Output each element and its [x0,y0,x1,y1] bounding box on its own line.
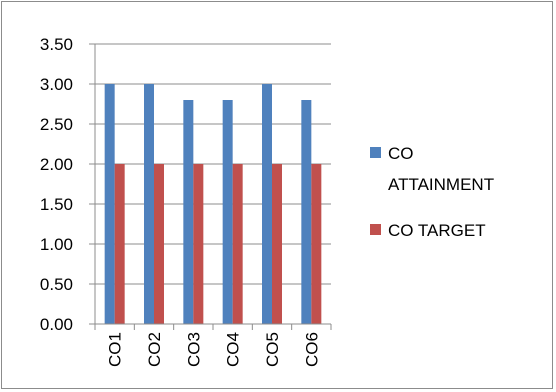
bar-co-target-co6 [311,164,322,324]
bar-co-target-co1 [114,164,125,324]
bar-co-target-co3 [193,164,204,324]
bar-co-attainment-co2 [144,84,154,324]
bar-co-attainment-co4 [222,100,233,324]
y-tick-label: 2.00 [40,155,73,174]
legend-label-co-attainment-line1: CO [388,144,414,163]
x-tick-labels: CO1 CO2 CO3 CO4 CO5 CO6 [106,332,322,367]
grid-lines [95,43,331,285]
bar-co-attainment-co6 [301,100,312,324]
legend: CO ATTAINMENT CO TARGET [370,144,494,240]
y-tick-label: 1.50 [40,195,73,214]
x-tick-label: CO1 [106,332,125,367]
y-tick-label: 0.50 [40,275,73,294]
axes [89,43,332,330]
bars-group [104,84,322,324]
y-tick-labels: 0.00 0.50 1.00 1.50 2.00 2.50 3.00 3.50 [40,35,73,334]
y-tick-label: 1.00 [40,235,73,254]
legend-swatch-co-attainment [370,147,381,158]
bar-co-attainment-co5 [262,84,272,324]
bar-co-target-co5 [272,164,282,324]
legend-swatch-co-target [370,224,381,235]
bar-co-attainment-co3 [183,100,194,324]
x-tick-label: CO4 [224,332,243,367]
y-tick-label: 3.00 [40,75,73,94]
y-tick-label: 2.50 [40,115,73,134]
legend-label-co-target: CO TARGET [388,221,486,240]
bar-co-target-co2 [154,164,164,324]
x-tick-label: CO6 [302,332,321,367]
bar-co-attainment-co1 [104,84,115,324]
bar-co-target-co4 [232,164,243,324]
x-tick-label: CO5 [263,332,282,367]
y-tick-label: 0.00 [40,315,73,334]
legend-label-co-attainment-line2: ATTAINMENT [388,175,494,194]
y-tick-label: 3.50 [40,35,73,54]
x-tick-label: CO2 [145,332,164,367]
x-tick-label: CO3 [184,332,203,367]
